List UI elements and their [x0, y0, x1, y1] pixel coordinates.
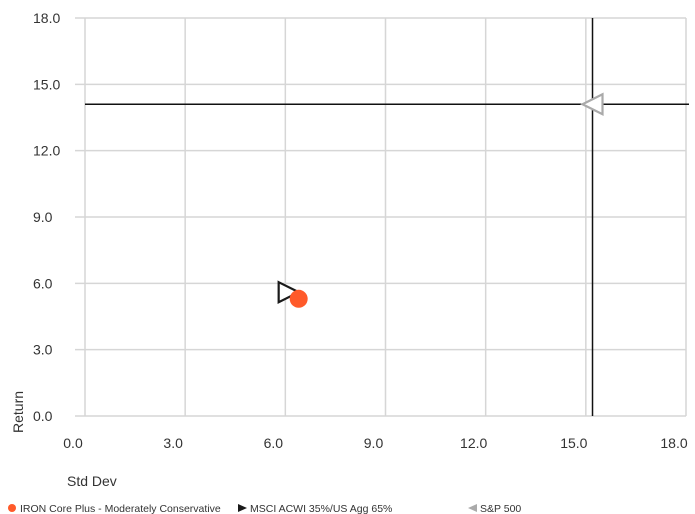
x-tick-label: 15.0 [560, 435, 587, 451]
point-msci-acwi-us-agg [277, 280, 302, 304]
x-tick-label: 6.0 [264, 435, 284, 451]
y-axis-title: Return [10, 391, 26, 433]
y-tick-label: 3.0 [33, 342, 53, 358]
legend-marker-triangle-left [468, 504, 477, 512]
y-tick-label: 12.0 [33, 143, 60, 159]
legend-label: IRON Core Plus - Moderately Conservative [20, 503, 221, 514]
x-tick-label: 0.0 [63, 435, 83, 451]
x-tick-label: 3.0 [163, 435, 183, 451]
y-axis-ticks: 0.0 3.0 6.0 9.0 12.0 15.0 18.0 [33, 10, 60, 424]
y-tick-label: 15.0 [33, 76, 60, 92]
legend: IRON Core Plus - Moderately Conservative… [8, 503, 521, 514]
grid-lines [75, 17, 687, 417]
point-sp-500 [580, 92, 604, 117]
x-tick-label: 18.0 [660, 435, 687, 451]
x-tick-label: 9.0 [364, 435, 384, 451]
legend-msci-acwi-us-agg: MSCI ACWI 35%/US Agg 65% [238, 503, 392, 514]
x-axis-title: Std Dev [67, 473, 117, 489]
legend-label: S&P 500 [480, 503, 521, 514]
legend-sp-500: S&P 500 [468, 503, 521, 514]
point-iron-core-plus [289, 289, 308, 308]
x-axis-ticks: 0.0 3.0 6.0 9.0 12.0 15.0 18.0 [63, 435, 688, 451]
y-tick-label: 9.0 [33, 209, 53, 225]
legend-iron-core-plus: IRON Core Plus - Moderately Conservative [8, 503, 221, 514]
y-tick-label: 6.0 [33, 275, 53, 291]
x-tick-label: 12.0 [460, 435, 487, 451]
legend-marker-circle [8, 504, 16, 512]
data-points [277, 92, 604, 308]
y-tick-label: 18.0 [33, 10, 60, 26]
y-tick-label: 0.0 [33, 408, 53, 424]
legend-label: MSCI ACWI 35%/US Agg 65% [250, 503, 392, 514]
legend-marker-triangle-right [238, 504, 247, 512]
